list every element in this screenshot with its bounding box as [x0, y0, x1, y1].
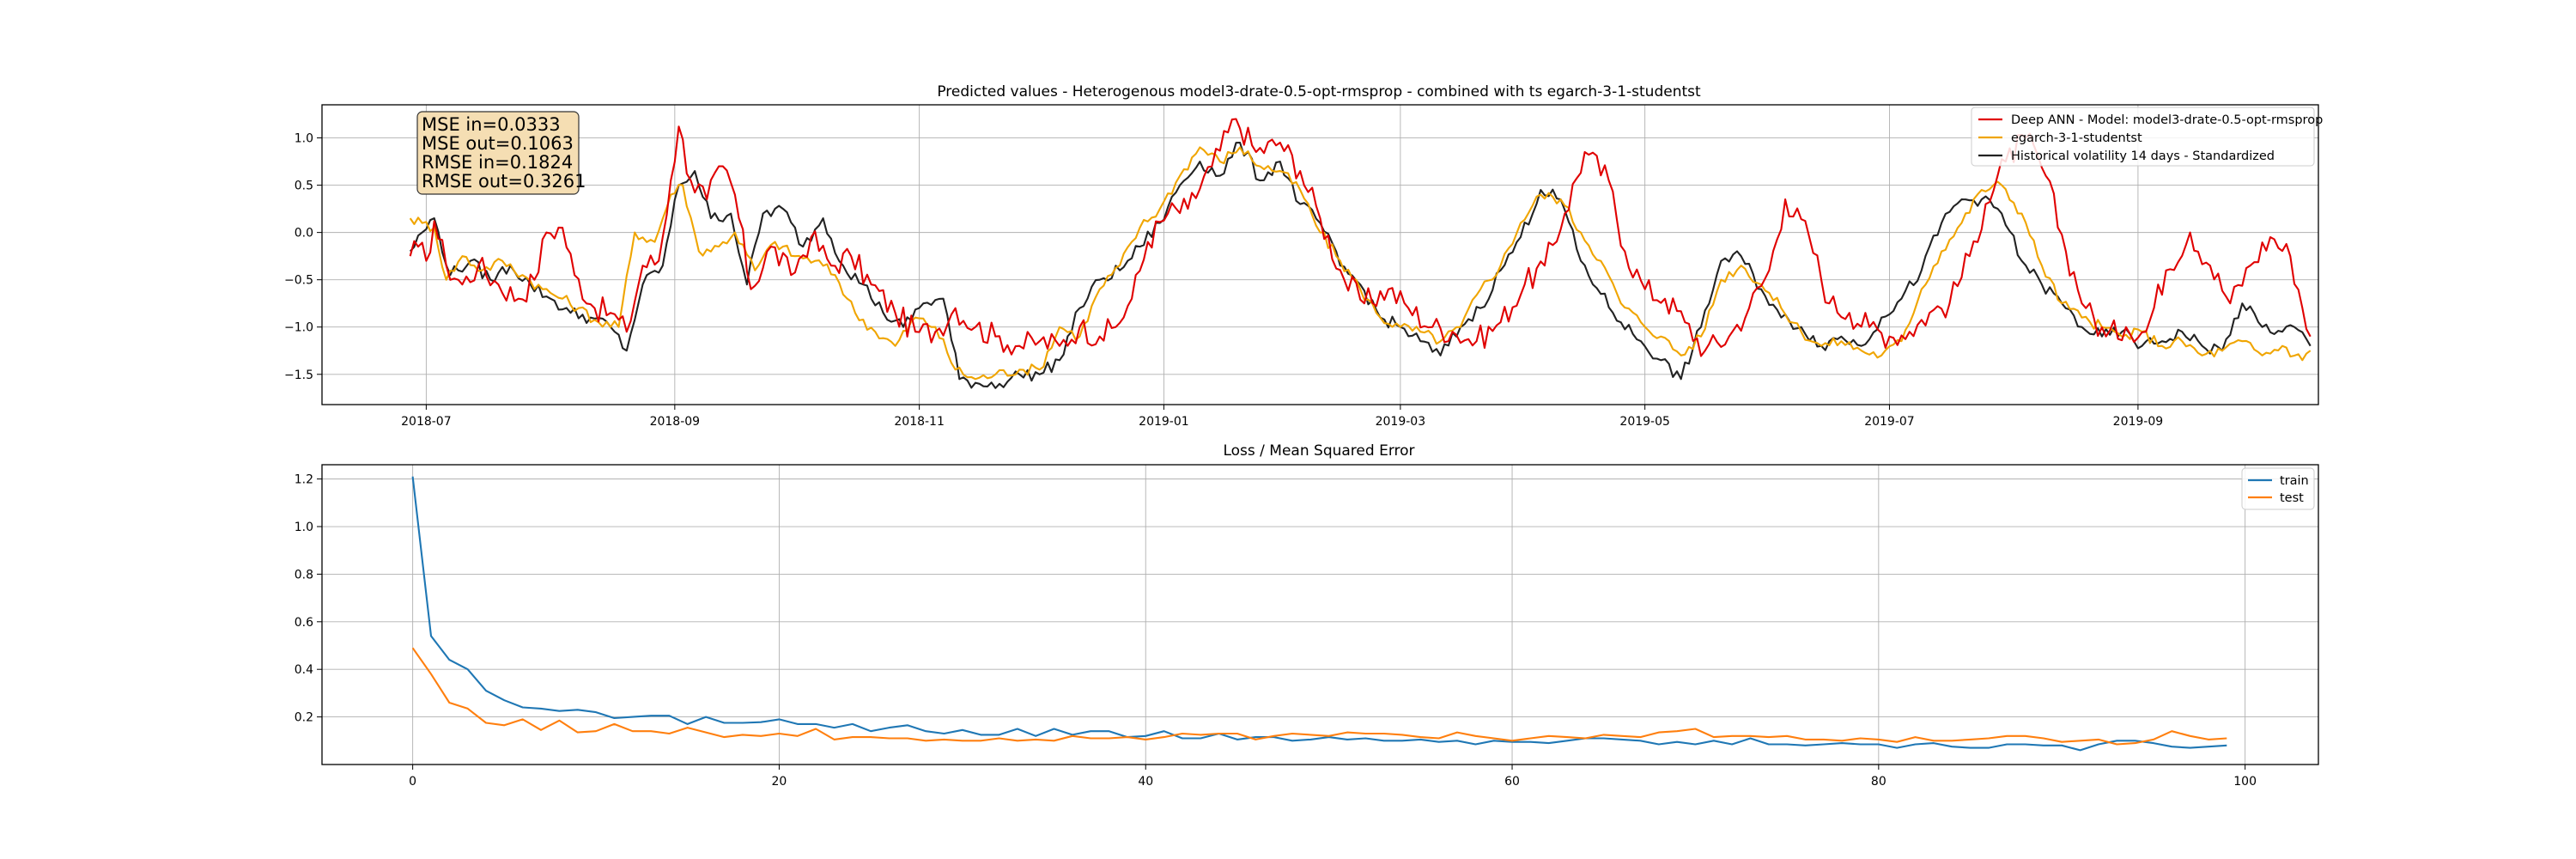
x-tick-label: 60 — [1504, 775, 1520, 789]
y-tick-label: 0.0 — [295, 227, 313, 241]
x-tick-label: 2019-09 — [2113, 415, 2164, 429]
x-axis-ticks: 2018-07 2018-09 2018-11 2019-01 2019-03 2019-… — [401, 405, 2163, 429]
x-tick-label: 2018-07 — [401, 415, 452, 429]
x-tick-label: 2018-11 — [894, 415, 945, 429]
legend-label: Deep ANN - Model: model3-drate-0.5-opt-r… — [2011, 113, 2323, 127]
grid — [322, 465, 2318, 765]
stats-box-background — [416, 111, 580, 195]
y-tick-label: 0.5 — [295, 180, 313, 193]
x-tick-label: 2018-09 — [650, 415, 701, 429]
series-line-2 — [409, 141, 2312, 389]
series-line-0 — [409, 118, 2312, 357]
y-axis-ticks: −1.5 −1.0 −0.5 0.0 0.5 1.0 — [284, 132, 322, 382]
plot-frame — [321, 104, 2319, 405]
legend: Deep ANN - Model: model3-drate-0.5-opt-r… — [1971, 107, 2323, 167]
x-tick-label: 20 — [772, 775, 787, 789]
series-line-train — [411, 476, 2227, 752]
x-tick-label: 2019-07 — [1864, 415, 1915, 429]
stats-box: MSE in=0.0333 MSE out=0.1063 RMSE in=0.1… — [416, 111, 586, 195]
y-tick-label: −1.0 — [284, 321, 313, 335]
series-lines — [409, 118, 2312, 389]
y-tick-label: 0.8 — [295, 568, 313, 582]
legend-label: Historical volatility 14 days - Standard… — [2011, 149, 2275, 163]
y-tick-label: −0.5 — [284, 274, 313, 288]
y-axis-ticks: 0.2 0.4 0.6 0.8 1.0 1.2 — [295, 473, 322, 725]
chart-title: Predicted values - Heterogenous model3-d… — [937, 83, 1701, 101]
legend-label: test — [2280, 491, 2304, 505]
y-tick-label: −1.5 — [284, 369, 313, 382]
y-tick-label: 1.2 — [295, 473, 313, 487]
x-tick-label: 2019-05 — [1619, 415, 1670, 429]
stat-mse-out: MSE out=0.1063 — [422, 133, 574, 154]
chart-title: Loss / Mean Squared Error — [1223, 442, 1414, 460]
x-tick-label: 2019-01 — [1139, 415, 1189, 429]
x-tick-label: 80 — [1871, 775, 1886, 789]
x-tick-label: 40 — [1138, 775, 1153, 789]
x-axis-ticks: 0 20 40 60 80 100 — [409, 765, 2257, 789]
legend-frame — [2241, 467, 2315, 510]
series-lines — [411, 476, 2227, 752]
x-tick-label: 0 — [409, 775, 416, 789]
series-line-test — [411, 647, 2227, 746]
series-line-1 — [409, 146, 2312, 381]
x-tick-label: 2019-03 — [1376, 415, 1426, 429]
x-tick-label: 100 — [2233, 775, 2257, 789]
grid — [322, 105, 2318, 405]
y-tick-label: 0.2 — [295, 711, 313, 725]
legend-label: egarch-3-1-studentst — [2011, 131, 2142, 145]
predicted-values-chart: Predicted values - Heterogenous model3-d… — [284, 83, 2323, 429]
y-tick-label: 0.6 — [295, 616, 313, 630]
plot-frame — [321, 464, 2319, 765]
stat-rmse-out: RMSE out=0.3261 — [422, 171, 586, 192]
loss-chart: Loss / Mean Squared Error 0 20 40 60 80 100 0… — [295, 442, 2319, 789]
y-tick-label: 1.0 — [295, 132, 313, 146]
y-tick-label: 0.4 — [295, 663, 313, 677]
legend-label: train — [2280, 474, 2309, 488]
stat-mse-in: MSE in=0.0333 — [422, 114, 561, 135]
y-tick-label: 1.0 — [295, 521, 313, 534]
legend: train test — [2241, 467, 2315, 510]
stat-rmse-in: RMSE in=0.1824 — [422, 152, 573, 173]
legend-frame — [1971, 107, 2315, 167]
